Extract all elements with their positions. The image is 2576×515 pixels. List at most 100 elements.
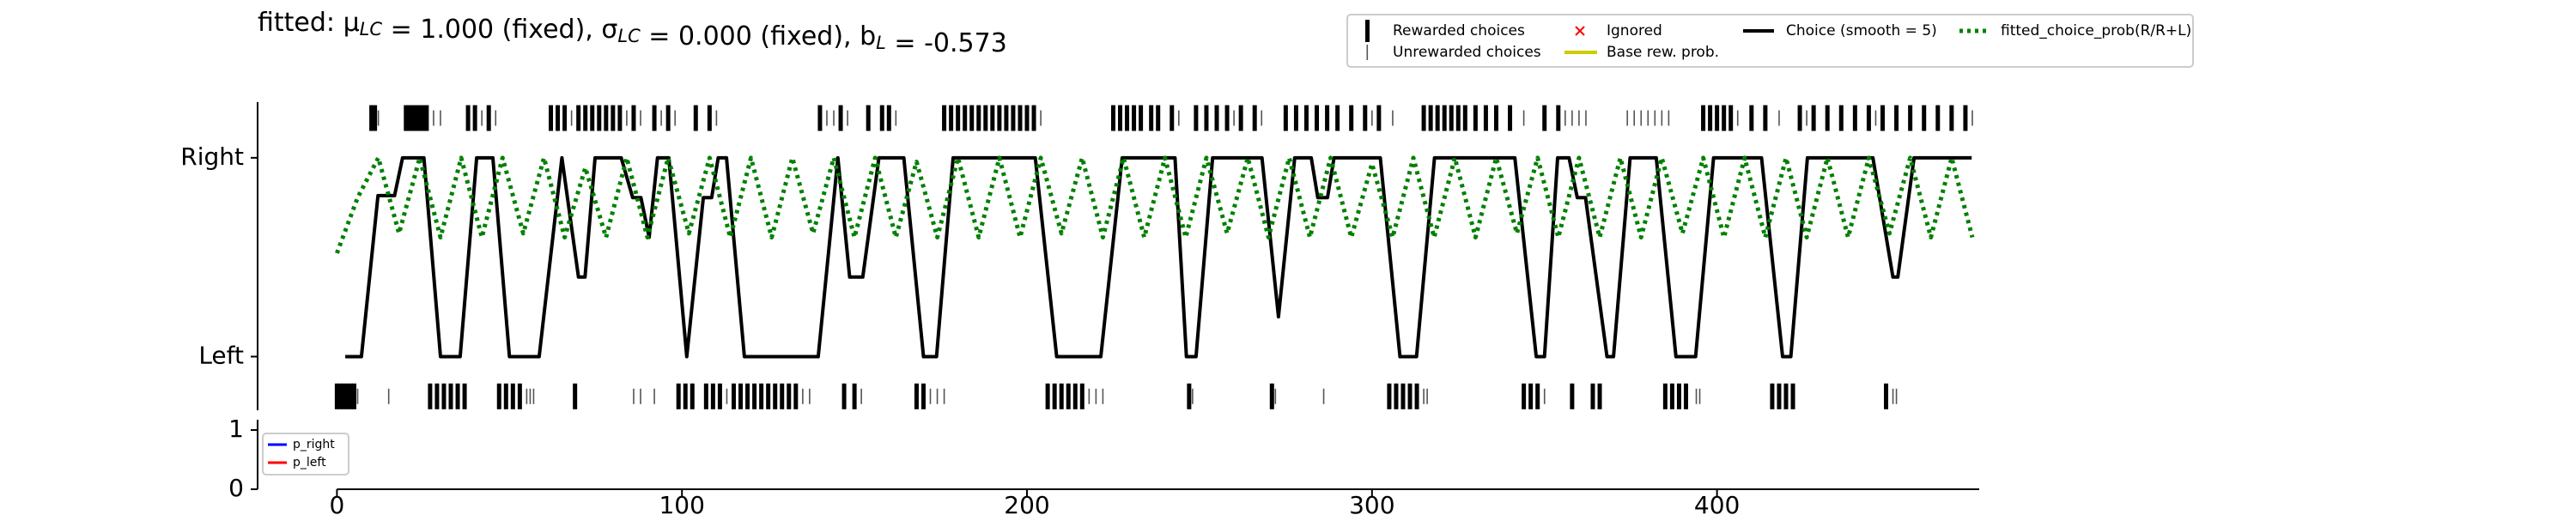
unrewarded-tick	[1192, 388, 1194, 404]
rewarded-tick	[841, 383, 847, 409]
rewarded-tick	[1749, 105, 1754, 131]
rewarded-tick	[1442, 105, 1447, 131]
rewarded-tick	[963, 105, 968, 131]
rewarded-tick	[1325, 105, 1330, 131]
rewarded-tick	[1528, 383, 1534, 409]
unrewarded-tick	[1543, 388, 1546, 404]
rewarded-tick	[990, 105, 995, 131]
rewarded-tick	[1455, 105, 1461, 131]
rewarded-tick	[879, 105, 884, 131]
legend: Rewarded choices Unrewarded choices Ignore…	[1346, 14, 2194, 68]
rewarded-tick	[773, 383, 778, 409]
rewarded-tick	[503, 383, 508, 409]
rewarded-tick	[710, 383, 715, 409]
unrewarded-tick	[1274, 388, 1277, 404]
unrewarded-tick	[929, 388, 932, 404]
rewarded-tick	[1335, 105, 1340, 131]
rewarded-tick	[983, 105, 988, 131]
rewarded-tick	[576, 105, 581, 131]
rewarded-tick	[373, 105, 378, 131]
rewarded-tick	[583, 105, 588, 131]
rewarded-tick	[414, 105, 419, 131]
unrewarded-tick	[440, 110, 441, 126]
unrewarded-tick	[1233, 110, 1235, 126]
unrewarded-tick	[1426, 388, 1428, 404]
rewarded-tick	[1894, 105, 1899, 131]
rewarded-tick	[424, 105, 429, 131]
rewarded-tick	[1777, 383, 1782, 409]
rewarded-tick	[1303, 105, 1309, 131]
unrewarded-tick	[640, 110, 641, 126]
legend-handle	[1366, 45, 1369, 60]
unrewarded-tick	[1626, 110, 1628, 126]
unrewarded-tick	[1640, 110, 1643, 126]
rewarded-tick	[1224, 105, 1230, 131]
rewarded-tick	[352, 383, 357, 409]
unrewarded-tick	[943, 388, 945, 404]
rewarded-tick	[738, 383, 744, 409]
rewarded-tick	[369, 105, 374, 131]
rewarded-tick	[1072, 383, 1078, 409]
rewarded-tick	[1676, 383, 1681, 409]
unrewarded-tick	[1654, 110, 1656, 126]
legend-label: Base rew. prob.	[1607, 44, 1719, 61]
rewarded-tick	[597, 105, 602, 131]
rewarded-tick	[793, 383, 799, 409]
rewarded-tick	[1024, 105, 1030, 131]
rewarded-tick	[766, 383, 771, 409]
legend-label: Choice (smooth = 5)	[1786, 22, 1937, 39]
rewarded-tick	[1542, 105, 1547, 131]
title-subscript: L	[876, 33, 886, 53]
unrewarded-tick	[532, 388, 535, 404]
unrewarded-tick	[1971, 110, 1973, 126]
rewarded-tick	[344, 383, 349, 409]
rewarded-tick	[1283, 105, 1288, 131]
unrewarded-tick	[895, 110, 897, 126]
rewarded-tick	[690, 383, 695, 409]
rewarded-tick	[549, 105, 554, 131]
rewarded-tick	[817, 105, 823, 131]
unrewarded-tick	[1895, 388, 1898, 404]
rewarded-tick	[556, 105, 561, 131]
rewarded-tick	[604, 105, 609, 131]
unrewarded-tick	[715, 110, 718, 126]
rewarded-tick	[1156, 105, 1161, 131]
legend-label: Unrewarded choices	[1393, 44, 1541, 61]
rewarded-tick	[1293, 105, 1298, 131]
rewarded-tick	[1715, 105, 1720, 131]
unrewarded-tick	[726, 388, 728, 404]
rewarded-tick	[1908, 105, 1913, 131]
unrewarded-tick	[387, 388, 390, 404]
unrewarded-tick	[674, 110, 676, 126]
unrewarded-tick	[1522, 110, 1525, 126]
rewarded-tick	[1922, 105, 1927, 131]
legend-label: Ignored	[1607, 22, 1662, 39]
unrewarded-tick	[1040, 110, 1042, 126]
unrewarded-tick	[833, 110, 835, 126]
rewarded-tick	[1118, 105, 1123, 131]
rewarded-tick	[1493, 105, 1498, 131]
rewarded-tick	[562, 105, 568, 131]
rewarded-tick	[1825, 105, 1830, 131]
title-subscript: LC	[617, 26, 641, 46]
rewarded-tick	[1214, 105, 1219, 131]
unrewarded-tick	[626, 110, 628, 126]
rewarded-tick	[421, 105, 426, 131]
rewarded-tick	[1866, 105, 1871, 131]
rewarded-tick	[1708, 105, 1713, 131]
rewarded-tick	[1066, 383, 1071, 409]
rewarded-tick	[448, 383, 453, 409]
rewarded-tick	[1722, 105, 1727, 131]
rewarded-tick	[745, 383, 750, 409]
unrewarded-tick	[529, 388, 532, 404]
rewarded-tick	[780, 383, 785, 409]
rewarded-tick	[852, 383, 857, 409]
rewarded-tick	[1387, 383, 1392, 409]
rewarded-tick	[410, 105, 416, 131]
rewarded-tick	[1556, 105, 1561, 131]
rewarded-tick	[1018, 105, 1023, 131]
rewarded-tick	[1570, 383, 1575, 409]
unrewarded-tick	[1874, 110, 1877, 126]
rewarded-tick	[1132, 105, 1137, 131]
